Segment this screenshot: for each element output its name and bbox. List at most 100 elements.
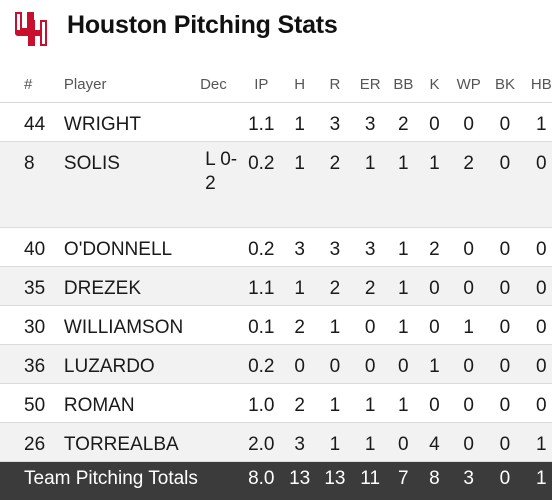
cell-wp: 0 bbox=[450, 102, 488, 142]
cell-k: 1 bbox=[418, 141, 450, 228]
cell-ip: 1.1 bbox=[240, 266, 283, 306]
cell-k: 4 bbox=[418, 422, 450, 462]
cell-r: 3 bbox=[317, 227, 353, 267]
column-header-ip[interactable]: IP bbox=[240, 66, 283, 103]
cell-k: 0 bbox=[418, 305, 450, 345]
cell-ip: 0.2 bbox=[240, 227, 283, 267]
cell-num: 44 bbox=[0, 102, 54, 142]
total-k: 8 bbox=[418, 461, 450, 500]
column-header-number[interactable]: # bbox=[0, 66, 54, 103]
cell-bk: 0 bbox=[487, 141, 523, 228]
cell-wp: 0 bbox=[450, 422, 488, 462]
cell-player: WRIGHT bbox=[53, 102, 200, 142]
cell-er: 3 bbox=[352, 227, 388, 267]
cell-bb: 1 bbox=[387, 383, 419, 423]
pitching-stats-table-container[interactable]: # Player Dec IP H R ER BB K WP BK HB 44 W… bbox=[0, 66, 552, 500]
total-bb: 7 bbox=[387, 461, 419, 500]
cell-num: 40 bbox=[0, 227, 54, 267]
table-row[interactable]: 26 TORREALBA 2.0 3 1 1 0 4 0 0 1 bbox=[0, 422, 552, 462]
column-header-player[interactable]: Player bbox=[53, 66, 200, 103]
column-header-er[interactable]: ER bbox=[352, 66, 388, 103]
cell-bk: 0 bbox=[487, 344, 523, 384]
cell-hb: 0 bbox=[522, 227, 552, 267]
cell-wp: 2 bbox=[450, 141, 488, 228]
cell-r: 0 bbox=[317, 344, 353, 384]
total-ip: 8.0 bbox=[240, 461, 283, 500]
column-header-bk[interactable]: BK bbox=[487, 66, 523, 103]
page-header: Houston Pitching Stats bbox=[0, 0, 552, 58]
cell-player: WILLIAMSON bbox=[53, 305, 200, 345]
cell-dec bbox=[199, 266, 241, 306]
cell-bb: 1 bbox=[387, 305, 419, 345]
column-header-hb[interactable]: HB bbox=[522, 66, 552, 103]
table-body: 44 WRIGHT 1.1 1 3 3 2 0 0 0 1 8 SOLIS L 0-2 0.2 1 2 1 1 1 2 0… bbox=[0, 102, 552, 500]
cell-num: 8 bbox=[0, 141, 54, 228]
cell-er: 0 bbox=[352, 305, 388, 345]
table-row[interactable]: 50 ROMAN 1.0 2 1 1 1 0 0 0 0 bbox=[0, 383, 552, 423]
cell-k: 0 bbox=[418, 383, 450, 423]
cell-bk: 0 bbox=[487, 227, 523, 267]
cell-dec: L 0-2 bbox=[199, 141, 241, 228]
cell-num: 36 bbox=[0, 344, 54, 384]
cell-bb: 1 bbox=[387, 141, 419, 228]
column-header-h[interactable]: H bbox=[282, 66, 318, 103]
cell-hb: 0 bbox=[522, 266, 552, 306]
column-header-bb[interactable]: BB bbox=[387, 66, 419, 103]
cell-h: 3 bbox=[282, 227, 318, 267]
table-row[interactable]: 36 LUZARDO 0.2 0 0 0 0 1 0 0 0 bbox=[0, 344, 552, 384]
cell-r: 3 bbox=[317, 102, 353, 142]
pitching-stats-table: # Player Dec IP H R ER BB K WP BK HB 44 W… bbox=[0, 66, 552, 500]
cell-k: 1 bbox=[418, 344, 450, 384]
cell-dec bbox=[199, 102, 241, 142]
cell-bk: 0 bbox=[487, 422, 523, 462]
table-row[interactable]: 44 WRIGHT 1.1 1 3 3 2 0 0 0 1 bbox=[0, 102, 552, 142]
column-header-k[interactable]: K bbox=[418, 66, 450, 103]
cell-ip: 0.2 bbox=[240, 344, 283, 384]
table-row[interactable]: 35 DREZEK 1.1 1 2 2 1 0 0 0 0 bbox=[0, 266, 552, 306]
cell-ip: 1.0 bbox=[240, 383, 283, 423]
cell-hb: 0 bbox=[522, 141, 552, 228]
cell-k: 0 bbox=[418, 102, 450, 142]
total-wp: 3 bbox=[450, 461, 488, 500]
cell-h: 2 bbox=[282, 383, 318, 423]
column-header-r[interactable]: R bbox=[317, 66, 353, 103]
cell-dec bbox=[199, 305, 241, 345]
cell-er: 1 bbox=[352, 141, 388, 228]
cell-h: 2 bbox=[282, 305, 318, 345]
table-row[interactable]: 8 SOLIS L 0-2 0.2 1 2 1 1 1 2 0 0 bbox=[0, 141, 552, 228]
cell-player: LUZARDO bbox=[53, 344, 200, 384]
column-header-wp[interactable]: WP bbox=[450, 66, 488, 103]
cell-er: 1 bbox=[352, 422, 388, 462]
cell-hb: 0 bbox=[522, 344, 552, 384]
cell-r: 2 bbox=[317, 266, 353, 306]
table-row[interactable]: 40 O'DONNELL 0.2 3 3 3 1 2 0 0 0 bbox=[0, 227, 552, 267]
cell-wp: 1 bbox=[450, 305, 488, 345]
cell-h: 1 bbox=[282, 141, 318, 228]
cell-hb: 1 bbox=[522, 102, 552, 142]
cell-bb: 1 bbox=[387, 227, 419, 267]
cell-k: 2 bbox=[418, 227, 450, 267]
cell-h: 0 bbox=[282, 344, 318, 384]
cell-num: 30 bbox=[0, 305, 54, 345]
cell-hb: 0 bbox=[522, 383, 552, 423]
cell-h: 1 bbox=[282, 266, 318, 306]
cell-er: 0 bbox=[352, 344, 388, 384]
cell-ip: 0.2 bbox=[240, 141, 283, 228]
cell-wp: 0 bbox=[450, 266, 488, 306]
cell-player: O'DONNELL bbox=[53, 227, 200, 267]
total-h: 13 bbox=[282, 461, 318, 500]
cell-player: TORREALBA bbox=[53, 422, 200, 462]
cell-wp: 0 bbox=[450, 383, 488, 423]
team-totals-label: Team Pitching Totals bbox=[0, 461, 241, 500]
cell-wp: 0 bbox=[450, 227, 488, 267]
total-er: 11 bbox=[352, 461, 388, 500]
total-r: 13 bbox=[317, 461, 353, 500]
table-row[interactable]: 30 WILLIAMSON 0.1 2 1 0 1 0 1 0 0 bbox=[0, 305, 552, 345]
cell-hb: 0 bbox=[522, 305, 552, 345]
cell-player: DREZEK bbox=[53, 266, 200, 306]
table-header-row: # Player Dec IP H R ER BB K WP BK HB bbox=[0, 66, 552, 103]
column-header-decision[interactable]: Dec bbox=[199, 66, 241, 103]
cell-r: 1 bbox=[317, 305, 353, 345]
cell-num: 26 bbox=[0, 422, 54, 462]
cell-dec bbox=[199, 344, 241, 384]
